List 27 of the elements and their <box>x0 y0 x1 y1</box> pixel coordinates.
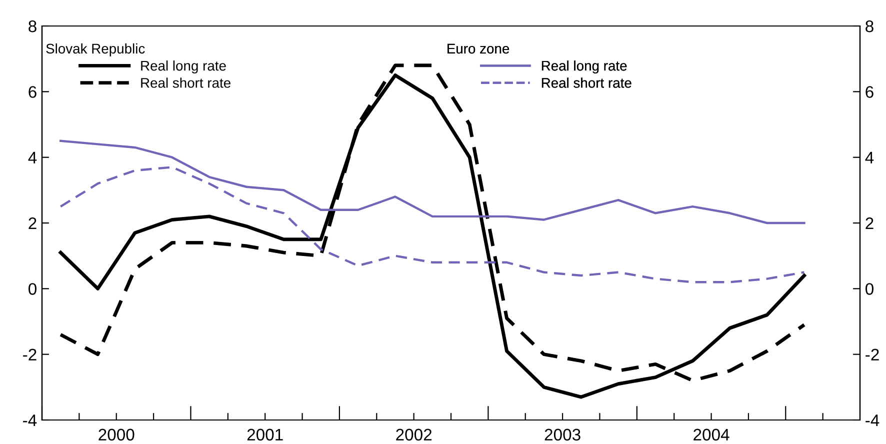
y2-tick-label: -2 <box>866 348 879 360</box>
y-tick-label: 0 <box>28 283 36 295</box>
legend-label: Real short rate <box>542 78 632 88</box>
text: Euro zone <box>448 44 510 54</box>
legend-label: Real long rate <box>542 60 627 74</box>
y2-tick-label: 2 <box>866 217 874 230</box>
x-tick-label: 2001 <box>247 428 283 441</box>
legend-label: Real short rate <box>141 78 230 88</box>
y2-tick-label: 4 <box>865 152 874 164</box>
y-tick-label: -4 <box>23 414 37 426</box>
x-tick-label: 2002 <box>396 428 432 441</box>
legend-label: Real long rate <box>141 60 226 74</box>
y-tick-label: 6 <box>28 86 36 98</box>
y-tick-label: 2 <box>28 217 36 230</box>
line-series <box>59 166 806 284</box>
y2-tick-label: 0 <box>866 283 874 295</box>
y-tick-label: 8 <box>28 20 36 32</box>
y-tick-label: 4 <box>28 152 37 164</box>
x-tick-label: 2000 <box>98 428 134 441</box>
line-series <box>59 140 806 224</box>
y-tick-label: -2 <box>23 348 36 360</box>
x-tick-label: 2003 <box>544 428 580 441</box>
text: Slovak Republic <box>46 43 145 56</box>
y2-tick-label: 6 <box>866 86 874 98</box>
x-tick-label: 2004 <box>694 428 730 441</box>
y2-tick-label: 8 <box>866 20 874 32</box>
y2-tick-label: -4 <box>866 414 880 426</box>
